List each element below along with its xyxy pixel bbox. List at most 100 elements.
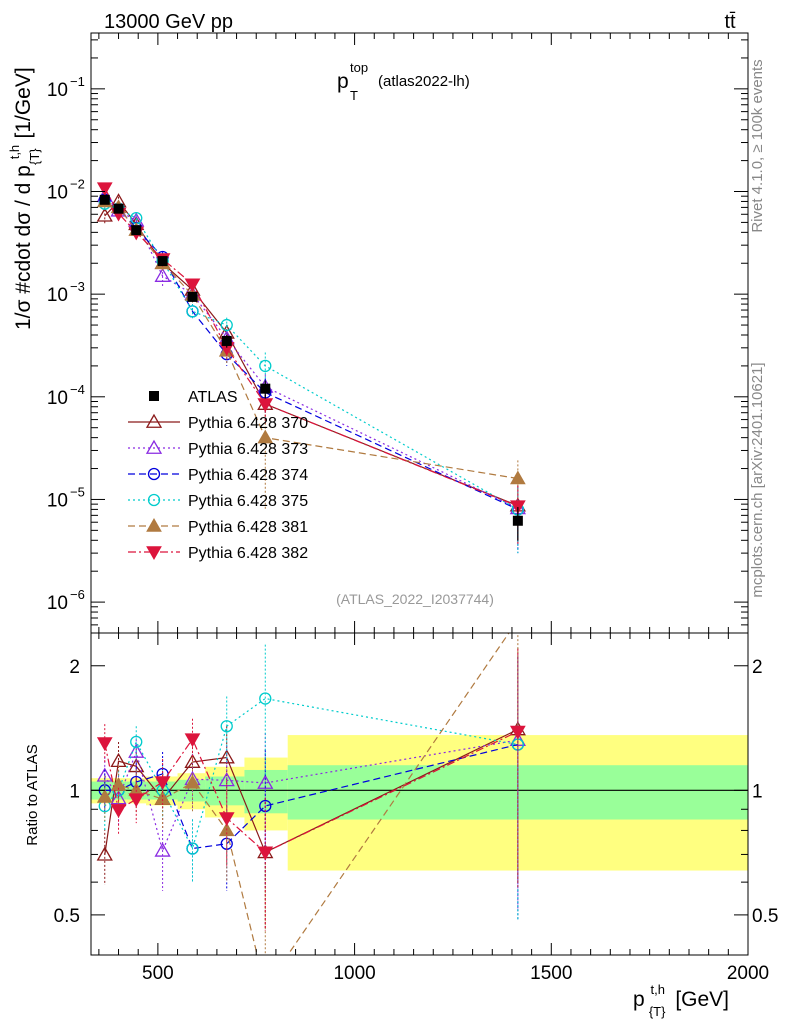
x-axis-label: p t,h {T} [GeV] [633, 976, 729, 1021]
legend-label: Pythia 6.428 374 [188, 467, 308, 484]
legend-marker [146, 517, 162, 532]
series-5-ratio-point [511, 613, 525, 625]
legend-label: Pythia 6.428 382 [188, 545, 308, 562]
series-6-ratio-point [110, 804, 127, 818]
series-4-point [259, 359, 272, 373]
ratio-plot-area [91, 613, 748, 955]
atlas-data-point [187, 291, 198, 302]
series-5-ratio-line [104, 633, 510, 955]
legend-label: ATLAS [188, 389, 238, 406]
ratio-frame [90, 632, 749, 956]
legend-marker-atlas [149, 391, 159, 401]
atlas-data-point [113, 203, 124, 214]
legend-label: Pythia 6.428 373 [188, 441, 308, 458]
legend-marker [145, 439, 163, 454]
series-6-point [184, 278, 201, 293]
legend: ATLAS Pythia 6.428 370 Pythia 6.428 373 Pyt… [128, 389, 308, 562]
series-4-ratio-point [186, 842, 199, 855]
series-3-line [104, 199, 519, 510]
series-2-point [154, 267, 171, 282]
analysis-id: (ATLAS_2022_I2037744) [336, 591, 494, 607]
atlas-data-point [99, 194, 110, 205]
title-sup: top [350, 60, 368, 75]
series-2-ratio-point [257, 774, 274, 789]
legend-marker [147, 493, 161, 507]
series-1-line [104, 200, 519, 507]
main-ylabel-text: 1/σ #cdot dσ / d p t,h {T} [1/GeV] [1, 67, 44, 330]
y-tick-exponent: −3 [70, 279, 85, 294]
main-y-axis-label: 1/σ #cdot dσ / d p t,h {T} [1/GeV] [1, 67, 44, 330]
atlas-data-point [131, 225, 142, 236]
legend-marker [147, 467, 161, 481]
atlas-data-point [221, 335, 232, 346]
ratio-tick-label-right: 0.5 [752, 906, 778, 927]
series-4-ratio-point [130, 735, 143, 749]
xlabel-text: p t,h {T} [GeV] [633, 976, 729, 1021]
ratio-tick-label-right: 1 [752, 781, 763, 802]
y-tick-exponent: −1 [70, 74, 85, 89]
x-tick-label: 2000 [727, 963, 769, 984]
x-tick-label: 1500 [530, 963, 572, 984]
series-5-ratio-point [110, 777, 127, 791]
legend-label: Pythia 6.428 381 [188, 519, 308, 536]
series-4-line [104, 203, 519, 510]
series-5-ratio-point [184, 774, 201, 789]
series-4-point [186, 305, 199, 318]
side-mcplots-label: mcplots.cern.ch [arXiv:2401.10621] [749, 362, 766, 597]
y-tick-label: 10 [47, 388, 68, 409]
series-2-ratio-point [128, 743, 145, 758]
y-tick-label: 10 [47, 80, 68, 101]
atlas-data-point [512, 515, 523, 526]
legend-label: Pythia 6.428 375 [188, 493, 308, 510]
series-6-ratio-point [218, 812, 235, 827]
y-tick-label: 10 [47, 182, 68, 203]
series-5-point [509, 470, 526, 485]
atlas-data-point [157, 256, 168, 267]
series-4-point [220, 318, 233, 332]
y-tick-exponent: −4 [70, 382, 85, 397]
x-tick-label: 1000 [333, 963, 375, 984]
series-6-point [96, 182, 113, 197]
y-tick-exponent: −2 [70, 176, 85, 191]
series-1-ratio-line [104, 728, 519, 855]
series-2-line [104, 195, 519, 509]
title-main: p [337, 70, 349, 93]
process-label: tt̄ [724, 11, 736, 33]
legend-label: Pythia 6.428 370 [188, 415, 308, 432]
main-frame [90, 32, 749, 634]
title-tag: (atlas2022-lh) [378, 73, 470, 90]
y-tick-label: 10 [47, 490, 68, 511]
y-tick-label: 10 [47, 593, 68, 614]
legend-marker [145, 413, 163, 428]
ratio-y-axis-label: Ratio to ATLAS [24, 744, 41, 845]
ratio-tick-label-right: 2 [752, 657, 763, 678]
title-sub: T [350, 88, 358, 103]
series-6-ratio-point [184, 733, 201, 748]
y-tick-label: 10 [47, 285, 68, 306]
series-1-ratio-point [96, 846, 113, 861]
series-4-ratio-line [104, 697, 518, 851]
main-plot-area [96, 182, 526, 554]
series-6-ratio-point [154, 776, 171, 790]
series-6-ratio-point [96, 737, 113, 752]
series-5-point [257, 429, 274, 444]
plot-title: p top T (atlas2022-lh) [337, 60, 470, 103]
series-4-ratio-point [220, 720, 233, 733]
y-tick-exponent: −5 [70, 484, 85, 499]
x-tick-label: 500 [142, 963, 174, 984]
legend-marker [146, 546, 162, 561]
series-6-ratio-point [257, 846, 274, 861]
series-6-point [257, 398, 274, 413]
series-6-point [509, 500, 526, 515]
series-2-ratio-point [154, 842, 171, 857]
series-6-line [104, 187, 519, 507]
y-tick-exponent: −6 [70, 587, 85, 602]
series-5-line [104, 200, 518, 480]
ratio-tick-label-left: 1 [69, 781, 80, 802]
series-6-ratio-point [128, 793, 145, 808]
series-6-ratio-point [509, 725, 526, 740]
ratio-tick-label-left: 0.5 [54, 906, 80, 927]
atlas-data-point [260, 383, 271, 394]
